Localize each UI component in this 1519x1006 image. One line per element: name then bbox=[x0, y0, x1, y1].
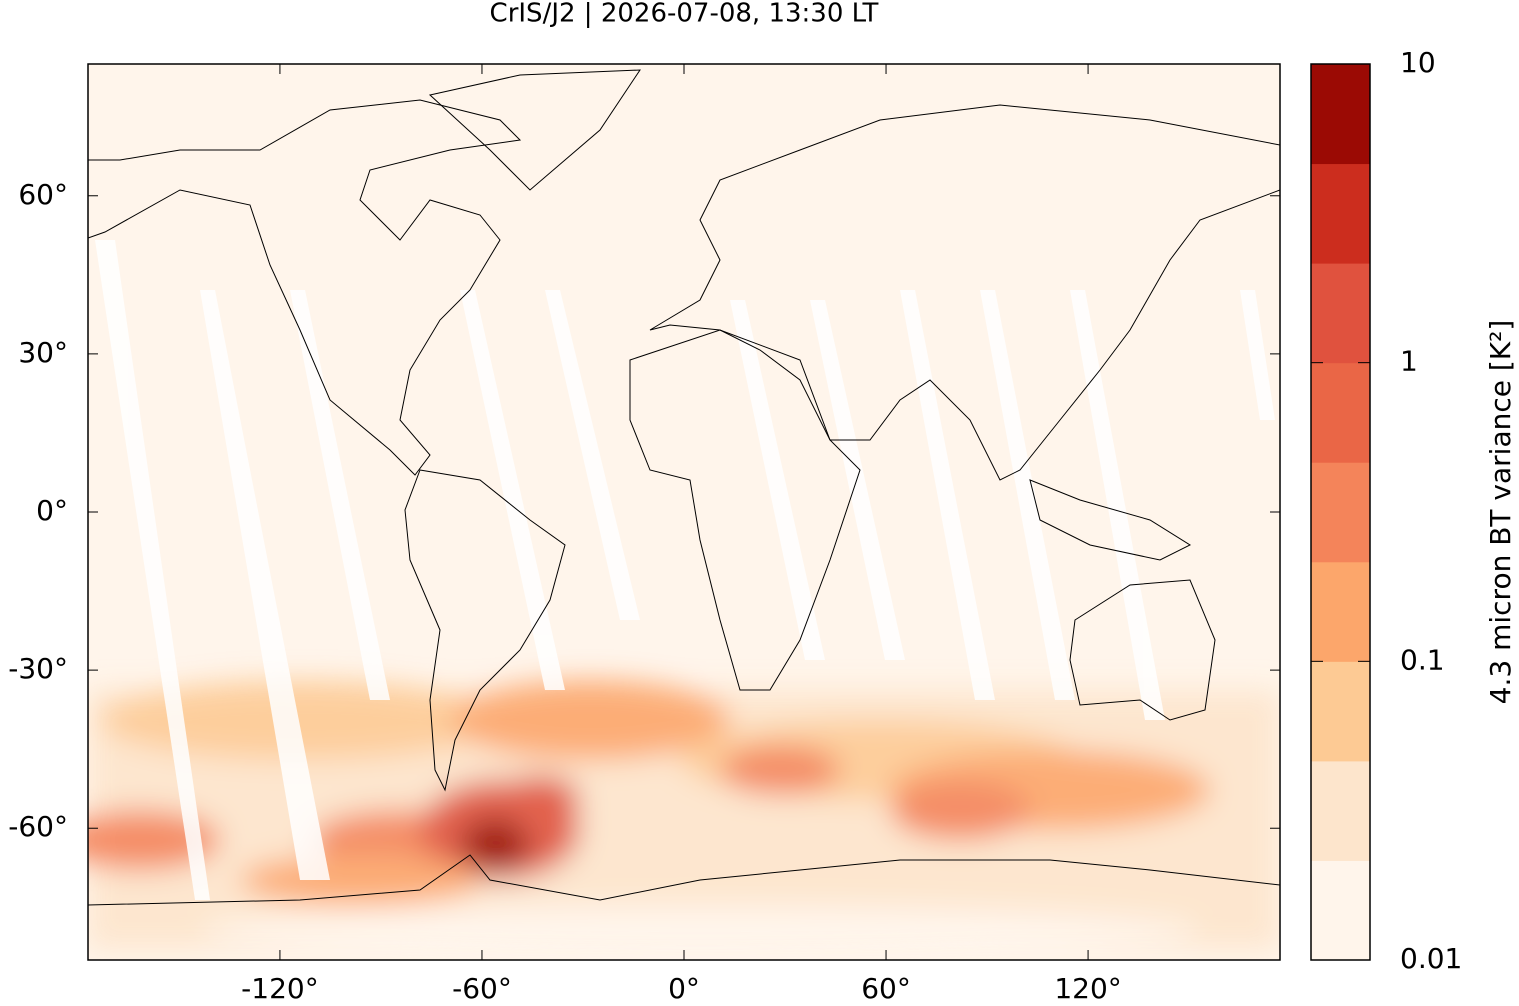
colorbar-band bbox=[1311, 163, 1370, 264]
colorbar-band bbox=[1311, 561, 1370, 662]
colorbar-band bbox=[1311, 64, 1370, 165]
colorbar-label: 4.3 micron BT variance [K²] bbox=[1484, 320, 1517, 705]
x-tick-label: -120° bbox=[241, 972, 319, 1002]
colorbar-band bbox=[1311, 860, 1370, 961]
x-tick-label: -60° bbox=[452, 972, 512, 1002]
y-tick-label: -30° bbox=[8, 652, 68, 685]
colorbar-frame bbox=[1310, 63, 1371, 961]
colorbar-tick-label: 0.1 bbox=[1400, 643, 1445, 676]
colorbar-tick-label: 0.01 bbox=[1400, 942, 1462, 975]
colorbar-band bbox=[1311, 661, 1370, 762]
x-tick-label: 120° bbox=[1054, 972, 1121, 1002]
colorbar-band bbox=[1311, 760, 1370, 861]
x-tick-label: 0° bbox=[668, 972, 700, 1002]
x-tick-label: 60° bbox=[861, 972, 911, 1002]
colorbar-band bbox=[1311, 263, 1370, 364]
y-tick-label: 30° bbox=[18, 336, 68, 369]
chart-title: CrIS/J2 | 2026-07-08, 13:30 LT bbox=[490, 0, 879, 29]
y-tick-label: 0° bbox=[36, 494, 68, 527]
y-tick-label: -60° bbox=[8, 810, 68, 843]
y-tick-label: 60° bbox=[18, 178, 68, 211]
colorbar-band bbox=[1311, 462, 1370, 563]
colorbar-tick-label: 1 bbox=[1400, 345, 1418, 378]
map-field bbox=[88, 64, 1280, 960]
colorbar-band bbox=[1311, 362, 1370, 463]
colorbar-tick-label: 10 bbox=[1400, 46, 1436, 79]
